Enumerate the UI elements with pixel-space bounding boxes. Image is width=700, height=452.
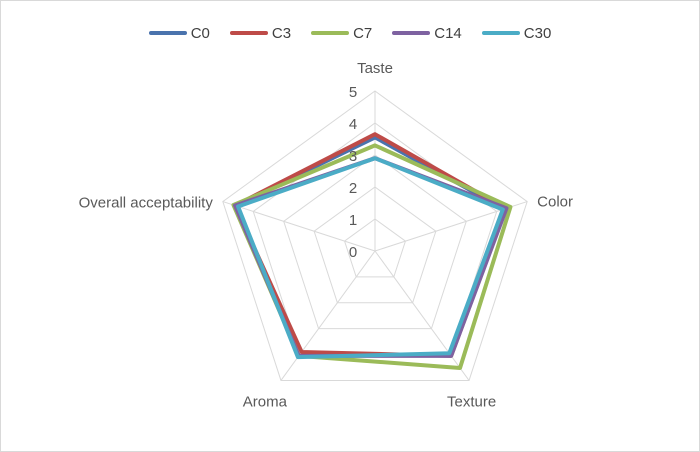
legend: C0 C3 C7 C14 C30 [1,21,699,45]
axis-label-overall-acceptability: Overall acceptability [79,195,214,212]
legend-label: C3 [271,24,292,42]
r-tick-label: 1 [349,212,357,229]
r-tick-label: 5 [349,84,357,101]
legend-label: C0 [190,24,210,42]
legend-label: C30 [523,24,552,42]
grid-spoke [280,250,376,381]
legend-item-c3: C3 [229,24,292,42]
grid-ring [222,90,528,381]
legend-label: C7 [353,24,373,42]
grid-ring [313,186,437,304]
r-tick-label: 2 [349,180,357,197]
legend-item-c30: C30 [481,24,552,42]
r-tick-label: 4 [349,116,357,133]
axis-label-texture: Texture [447,393,496,410]
axis-label-aroma: Aroma [243,393,288,410]
grid-spoke [374,250,470,381]
grid-ring [343,218,407,278]
legend-swatch [311,31,350,35]
legend-swatch [392,31,431,35]
grid-ring [283,154,467,330]
legend-swatch [481,31,520,35]
series-line-c7 [231,143,513,371]
legend-swatch [229,31,268,35]
legend-item-c7: C7 [311,25,372,42]
axis-label-taste: Taste [357,60,393,77]
legend-item-c0: C0 [148,24,210,42]
legend-swatch [148,31,187,35]
grid-spoke [222,201,376,252]
axis-label-color: Color [537,194,573,211]
r-tick-label: 3 [349,148,357,165]
r-tick-label: 0 [349,244,357,261]
series-line-c30 [236,156,505,360]
legend-item-c14: C14 [392,25,462,42]
legend-label: C14 [434,24,462,42]
